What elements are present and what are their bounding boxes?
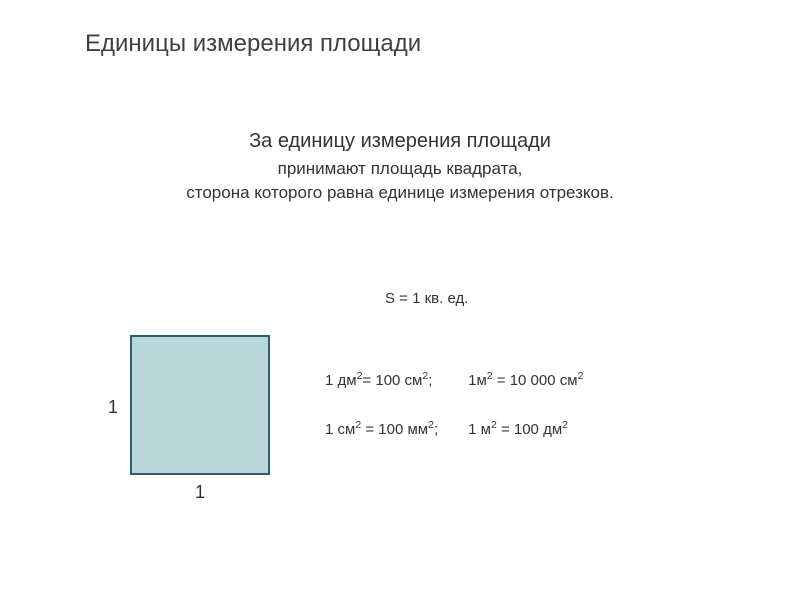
definition-line-1: За единицу измерения площади xyxy=(0,130,800,153)
conv-exp: 2 xyxy=(578,370,584,382)
conv-text: 1 м xyxy=(468,421,491,438)
definition-line-2: принимают площадь квадрата, xyxy=(0,159,800,179)
conv-text: = 10 000 см xyxy=(493,372,578,389)
unit-square-diagram: 1 1 xyxy=(130,335,270,475)
conversion-cell: 1 дм2= 100 см2; xyxy=(325,370,468,419)
conv-text: = 100 мм xyxy=(361,421,428,438)
conv-text: 1 см xyxy=(325,421,355,438)
definition-line-3: сторона которого равна единице измерения… xyxy=(0,183,800,203)
side-label-left: 1 xyxy=(108,397,118,418)
area-formula: S = 1 кв. ед. xyxy=(385,290,468,307)
side-label-bottom: 1 xyxy=(195,482,205,503)
conversion-table: 1 дм2= 100 см2; 1м2 = 10 000 см2 1 см2 =… xyxy=(325,370,613,468)
conv-text: 1 дм xyxy=(325,372,357,389)
definition-block: За единицу измерения площади принимают п… xyxy=(0,130,800,203)
unit-square xyxy=(130,335,270,475)
conversion-cell: 1 м2 = 100 дм2 xyxy=(468,419,613,468)
page-title: Единицы измерения площади xyxy=(85,30,421,58)
conv-text: ; xyxy=(428,372,432,389)
conversion-cell: 1 см2 = 100 мм2; xyxy=(325,419,468,468)
conv-text: ; xyxy=(434,421,438,438)
conv-exp: 2 xyxy=(562,419,568,431)
conversion-cell: 1м2 = 10 000 см2 xyxy=(468,370,613,419)
conv-text: 1м xyxy=(468,372,487,389)
conv-text: = 100 дм xyxy=(497,421,562,438)
conv-text: = 100 см xyxy=(362,372,422,389)
